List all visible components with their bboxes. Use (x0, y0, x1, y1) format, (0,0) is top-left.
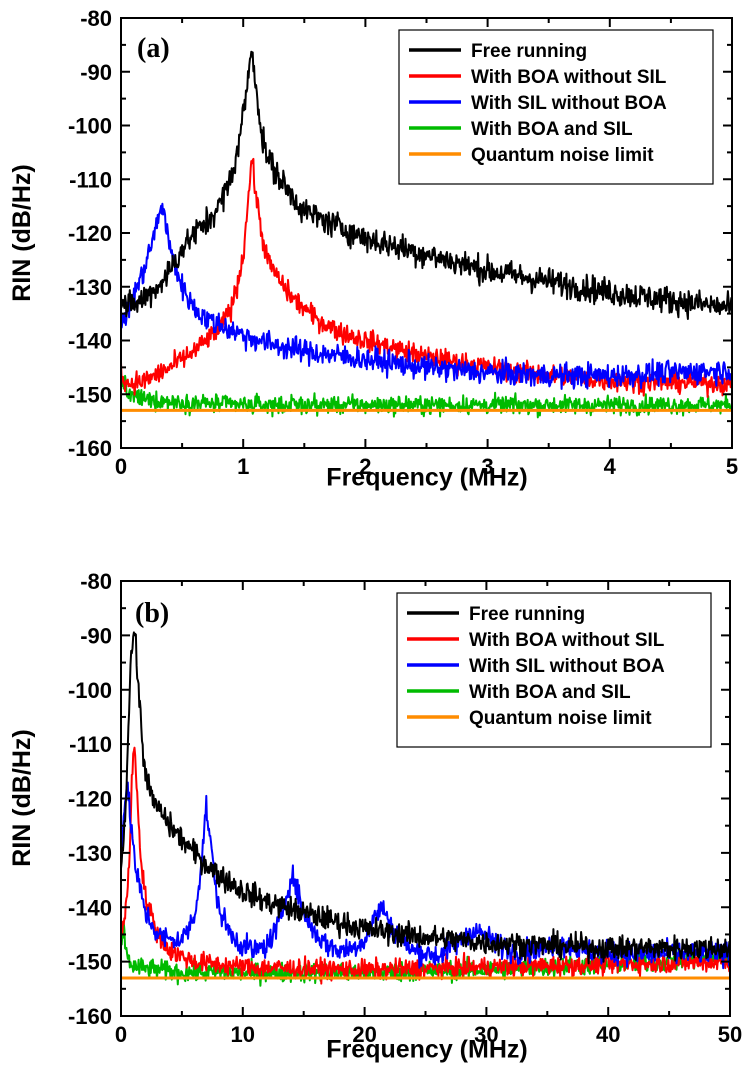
ticks-b: 0 10 20 30 40 50 -80 -90 -100 -110 -120 -130 -140 -15… (68, 569, 742, 1047)
ticks-a: 0 1 2 3 4 5 -80 -90 -100 -110 -120 -130 -140 -150 -160 (68, 6, 738, 479)
x-tick-label: 40 (596, 1022, 620, 1047)
y-tick-label: -130 (68, 275, 112, 300)
chart-panel-b: 0 10 20 30 40 50 -80 -90 -100 -110 -120 -130 -140 -15… (8, 569, 742, 1064)
y-tick-label: -90 (80, 60, 112, 85)
y-tick-label: -120 (68, 221, 112, 246)
x-tick-label: 50 (718, 1022, 742, 1047)
legend-label: With BOA and SIL (469, 682, 631, 703)
x-tick-label: 3 (481, 454, 493, 479)
panel-label-a: (a) (137, 33, 170, 64)
y-tick-label: -140 (68, 895, 112, 920)
legend-label: With SIL without BOA (471, 93, 667, 114)
legend-label: Quantum noise limit (471, 145, 654, 166)
legend-label: With BOA without SIL (471, 67, 667, 88)
x-tick-label: 30 (474, 1022, 498, 1047)
x-tick-label: 2 (359, 454, 371, 479)
legend-label: With BOA and SIL (471, 119, 633, 140)
x-tick-label: 1 (237, 454, 249, 479)
legend-label: With BOA without SIL (469, 630, 665, 651)
y-tick-label: -110 (69, 167, 112, 192)
legend-label: Quantum noise limit (469, 708, 652, 729)
x-axis-title-b: Frequency (MHz) (326, 1036, 527, 1064)
series-line-free-running (121, 50, 732, 320)
y-tick-label: -100 (68, 114, 112, 139)
y-tick-label: -90 (80, 623, 112, 648)
legend-box (396, 592, 712, 748)
legend-label: With SIL without BOA (469, 656, 665, 677)
y-tick-label: -160 (68, 436, 112, 461)
y-axis-title-b: RIN (dB/Hz) (8, 729, 36, 866)
x-tick-label: 0 (115, 1022, 127, 1047)
y-tick-label: -80 (80, 6, 112, 31)
y-tick-label: -160 (68, 1004, 112, 1029)
y-tick-label: -100 (68, 678, 112, 703)
y-tick-label: -140 (68, 329, 112, 354)
legend-b: Free running With BOA without SIL With SIL… (396, 592, 712, 748)
x-tick-label: 10 (231, 1022, 255, 1047)
legend-box (398, 29, 714, 185)
x-tick-label: 4 (604, 454, 617, 479)
panel-label-b: (b) (135, 598, 169, 629)
series-layer-b (121, 631, 730, 987)
series-layer-a (121, 50, 732, 419)
y-axis-title-a: RIN (dB/Hz) (8, 164, 36, 301)
legend-a: Free running With BOA without SIL With SIL… (398, 29, 714, 185)
y-tick-label: -150 (68, 950, 112, 975)
y-tick-label: -120 (68, 787, 112, 812)
series-line-with-boa-without-sil (121, 746, 730, 985)
x-axis-title-a: Frequency (MHz) (326, 464, 527, 492)
y-tick-label: -130 (68, 841, 112, 866)
series-line-free-running (121, 631, 730, 965)
chart-panel-a: 0 1 2 3 4 5 -80 -90 -100 -110 -120 -130 -140 -150 -160… (8, 6, 738, 492)
x-tick-label: 0 (115, 454, 127, 479)
legend-label: Free running (469, 604, 585, 625)
y-tick-label: -110 (69, 732, 112, 757)
x-tick-label: 20 (352, 1022, 376, 1047)
x-tick-label: 5 (726, 454, 738, 479)
y-tick-label: -150 (68, 382, 112, 407)
legend-label: Free running (471, 41, 587, 62)
series-line-with-sil-without-boa (121, 202, 732, 390)
y-tick-label: -80 (80, 569, 112, 594)
